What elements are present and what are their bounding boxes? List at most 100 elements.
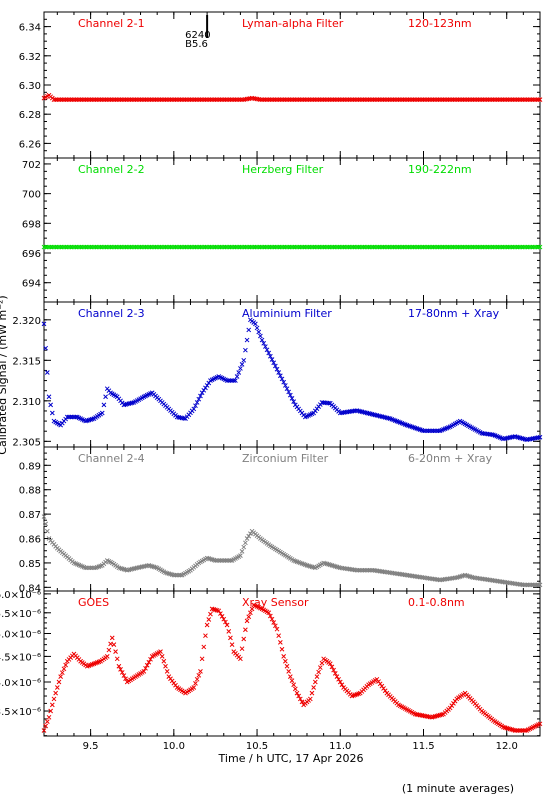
data-point — [216, 608, 222, 614]
panel-band-label: 120-123nm — [408, 17, 472, 30]
data-point — [191, 685, 197, 690]
data-point — [244, 337, 250, 343]
x-tick-label: 11.5 — [412, 741, 434, 752]
data-point — [236, 370, 242, 375]
data-point — [99, 410, 105, 416]
panel-frame — [43, 301, 541, 448]
y-tick-label: 6.32 — [19, 52, 41, 63]
data-point — [204, 383, 210, 388]
data-point — [246, 533, 252, 539]
y-tick-label: 2.305 — [12, 437, 41, 448]
x-tick-label: 10.5 — [246, 741, 268, 752]
data-point — [239, 646, 245, 652]
data-point — [56, 679, 62, 685]
data-point — [281, 654, 287, 659]
y-tick-label: 2.315 — [12, 356, 41, 367]
panel-band-label: 6-20nm + Xray — [408, 452, 493, 465]
x-tick-label: 9.5 — [83, 741, 99, 752]
data-point — [332, 670, 338, 676]
data-point — [146, 659, 152, 665]
data-point — [452, 575, 458, 581]
data-point — [294, 690, 300, 696]
data-point — [274, 626, 280, 632]
data-point — [287, 392, 293, 398]
y-tick-label: 2.310 — [12, 397, 41, 408]
panel-channel-label: Channel 2-2 — [78, 163, 145, 176]
data-point — [161, 658, 167, 664]
data-point — [246, 327, 252, 333]
y-tick-label: 5.5×10⁻⁶ — [0, 609, 41, 620]
data-point — [436, 428, 441, 434]
y-tick-label: 0.84 — [19, 583, 41, 594]
data-point — [109, 635, 115, 641]
y-tick-label: 0.85 — [19, 559, 41, 570]
data-point — [61, 666, 67, 672]
y-tick-label: 6.0×10⁻⁶ — [0, 590, 41, 601]
data-point — [113, 649, 118, 654]
data-point — [44, 370, 50, 375]
data-point — [41, 514, 47, 519]
data-point — [239, 548, 245, 554]
data-point — [277, 373, 283, 379]
data-series — [41, 514, 543, 588]
data-point — [535, 244, 541, 250]
footnote: (1 minute averages) — [402, 782, 514, 795]
data-point — [241, 544, 247, 550]
data-point — [535, 97, 541, 102]
data-point — [43, 723, 49, 729]
data-point — [231, 378, 237, 383]
data-point — [299, 699, 305, 705]
data-point — [281, 379, 287, 385]
data-point — [118, 666, 123, 672]
data-point — [198, 669, 203, 674]
data-point — [307, 696, 313, 702]
data-point — [108, 641, 113, 647]
data-point — [193, 403, 198, 409]
data-point — [41, 321, 47, 327]
y-tick-label: 4.0×10⁻⁶ — [0, 678, 41, 689]
panel-2: 694 696 698 700 702 Channel 2-2 Herzberg Filte… — [22, 157, 543, 303]
data-point — [282, 658, 288, 664]
data-point — [199, 656, 205, 662]
data-point — [286, 669, 292, 674]
data-point — [226, 628, 232, 634]
panel-channel-label: Channel 2-1 — [78, 17, 145, 30]
data-point — [193, 681, 198, 686]
data-point — [141, 669, 147, 674]
data-point — [59, 670, 65, 676]
data-point — [273, 363, 278, 369]
panel-4: 0.84 0.85 0.86 0.87 0.88 0.89 Channel 2-4 Zirco… — [19, 446, 543, 594]
data-point — [537, 434, 543, 440]
data-point — [44, 528, 50, 534]
data-point — [329, 664, 335, 670]
data-series — [41, 244, 543, 250]
data-point — [238, 366, 243, 371]
panel-channel-label: GOES — [78, 596, 109, 609]
panel-frame — [43, 446, 541, 592]
y-axis-label: Calibrated Signal / (mW m⁻²) — [0, 295, 9, 454]
data-point — [199, 390, 205, 396]
x-axis-label: Time / h UTC, 17 Apr 2026 — [218, 752, 364, 765]
y-tick-label: 6.30 — [19, 81, 41, 92]
data-point — [309, 690, 315, 696]
data-point — [114, 656, 120, 662]
data-series — [41, 317, 543, 443]
data-point — [229, 642, 235, 648]
data-point — [243, 347, 248, 353]
data-point — [46, 714, 52, 720]
data-point — [143, 665, 148, 671]
data-point — [291, 399, 297, 404]
y-tick-label: 5.0×10⁻⁶ — [0, 630, 41, 641]
data-point — [268, 613, 273, 619]
data-point — [284, 386, 290, 392]
data-point — [203, 385, 208, 391]
data-point — [264, 347, 270, 353]
data-point — [194, 676, 200, 682]
data-point — [244, 536, 250, 541]
y-tick-label: 4.5×10⁻⁶ — [0, 652, 41, 663]
data-point — [238, 553, 243, 558]
panel-filter-label: Lyman-alpha Filter — [242, 17, 344, 30]
data-point — [196, 672, 202, 678]
data-point — [289, 396, 295, 401]
data-point — [248, 610, 253, 616]
